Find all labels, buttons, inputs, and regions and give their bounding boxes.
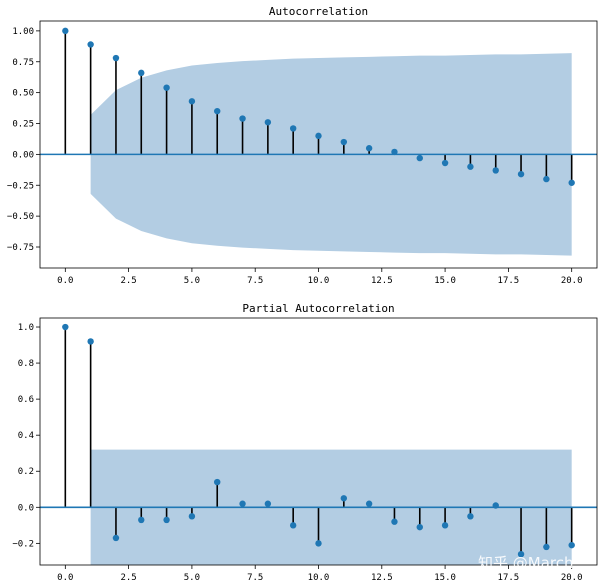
y-tick-label: 0.8 — [18, 359, 34, 369]
x-tick-label: 10.0 — [308, 573, 330, 583]
x-tick-label: 5.0 — [184, 573, 200, 583]
partial-autocorrelation-chart: 0.0 2.5 5.0 7.5 10.0 12.5 15.0 17.5 20.0 −0.2 0.0 0… — [12, 302, 598, 583]
data-point-lag-7 — [239, 115, 246, 122]
data-point-lag-19 — [543, 543, 550, 551]
x-tick-label: 17.5 — [498, 276, 520, 286]
data-point-lag-1 — [87, 338, 94, 345]
x-tick-label: 2.5 — [120, 573, 136, 583]
chart-title: Partial Autocorrelation — [242, 302, 394, 315]
data-point-lag-9 — [289, 125, 297, 132]
data-point-lag-14 — [416, 523, 423, 531]
data-point-lag-5 — [188, 98, 196, 105]
data-point-lag-5 — [188, 513, 196, 520]
y-tick-label: 0.75 — [12, 58, 34, 68]
x-tick-label: 10.0 — [308, 276, 330, 286]
x-tick-label: 12.5 — [371, 573, 393, 583]
data-point-lag-10 — [315, 540, 322, 547]
data-point-lag-15 — [441, 522, 449, 529]
data-point-lag-20 — [568, 541, 575, 549]
y-tick-label: 1.00 — [12, 27, 34, 37]
data-point-lag-18 — [517, 550, 525, 558]
data-point-lag-17 — [492, 167, 499, 174]
data-point-lag-6 — [214, 107, 221, 115]
data-point-lag-4 — [163, 516, 170, 524]
x-tick-label: 0.0 — [57, 276, 73, 286]
data-point-lag-4 — [163, 84, 170, 91]
x-tick-label: 15.0 — [434, 573, 456, 583]
y-tick-label: −0.2 — [12, 539, 34, 549]
x-tick-label: 2.5 — [120, 276, 136, 286]
data-point-lag-0 — [62, 323, 69, 331]
x-tick-label: 17.5 — [498, 573, 520, 583]
data-point-lag-11 — [340, 495, 348, 502]
y-tick-label: −0.50 — [7, 212, 34, 222]
data-point-lag-15 — [441, 159, 449, 167]
x-tick-label: 12.5 — [371, 276, 393, 286]
data-point-lag-7 — [239, 500, 246, 507]
data-point-lag-19 — [543, 175, 550, 183]
data-point-lag-2 — [112, 54, 120, 62]
data-point-lag-14 — [416, 154, 423, 162]
y-tick-label: 0.0 — [18, 503, 34, 513]
x-tick-label: 20.0 — [561, 276, 583, 286]
data-point-lag-16 — [467, 513, 474, 520]
y-tick-label: 0.00 — [12, 150, 34, 160]
data-point-lag-18 — [517, 170, 525, 178]
data-point-lag-10 — [315, 132, 322, 140]
data-point-lag-0 — [62, 27, 69, 35]
data-point-lag-12 — [365, 500, 373, 507]
data-point-lag-8 — [264, 119, 272, 126]
y-tick-label: −0.75 — [7, 243, 34, 253]
data-point-lag-20 — [568, 179, 575, 186]
x-tick-label: 15.0 — [434, 276, 456, 286]
x-tick-label: 20.0 — [561, 573, 583, 583]
data-point-lag-17 — [492, 502, 499, 509]
data-point-lag-13 — [391, 148, 398, 156]
x-tick-label: 7.5 — [247, 573, 263, 583]
x-tick-label: 7.5 — [247, 276, 263, 286]
y-tick-label: −0.25 — [7, 181, 34, 191]
watermark: 知乎 @March — [478, 554, 574, 572]
data-point-lag-12 — [365, 145, 373, 152]
autocorrelation-chart: 0.0 2.5 5.0 7.5 10.0 12.5 15.0 17.5 20.0 −0.75 −0.… — [7, 5, 598, 286]
data-point-lag-13 — [391, 518, 398, 525]
y-tick-label: 0.4 — [18, 431, 34, 441]
y-tick-label: 0.25 — [12, 120, 34, 130]
x-tick-label: 5.0 — [184, 276, 200, 286]
x-tick-label: 0.0 — [57, 573, 73, 583]
data-point-lag-6 — [214, 478, 221, 486]
data-point-lag-2 — [112, 534, 120, 542]
data-point-lag-1 — [87, 41, 94, 48]
data-point-lag-11 — [340, 138, 348, 146]
y-tick-label: 0.50 — [12, 89, 34, 99]
data-point-lag-8 — [264, 500, 272, 507]
data-point-lag-16 — [467, 163, 474, 170]
data-point-lag-3 — [138, 516, 145, 524]
y-tick-label: 0.6 — [18, 395, 34, 405]
data-point-lag-9 — [289, 522, 297, 529]
data-point-lag-3 — [138, 69, 145, 77]
y-tick-label: 1.0 — [18, 323, 34, 333]
chart-title: Autocorrelation — [269, 5, 368, 18]
y-tick-label: 0.2 — [18, 467, 34, 477]
